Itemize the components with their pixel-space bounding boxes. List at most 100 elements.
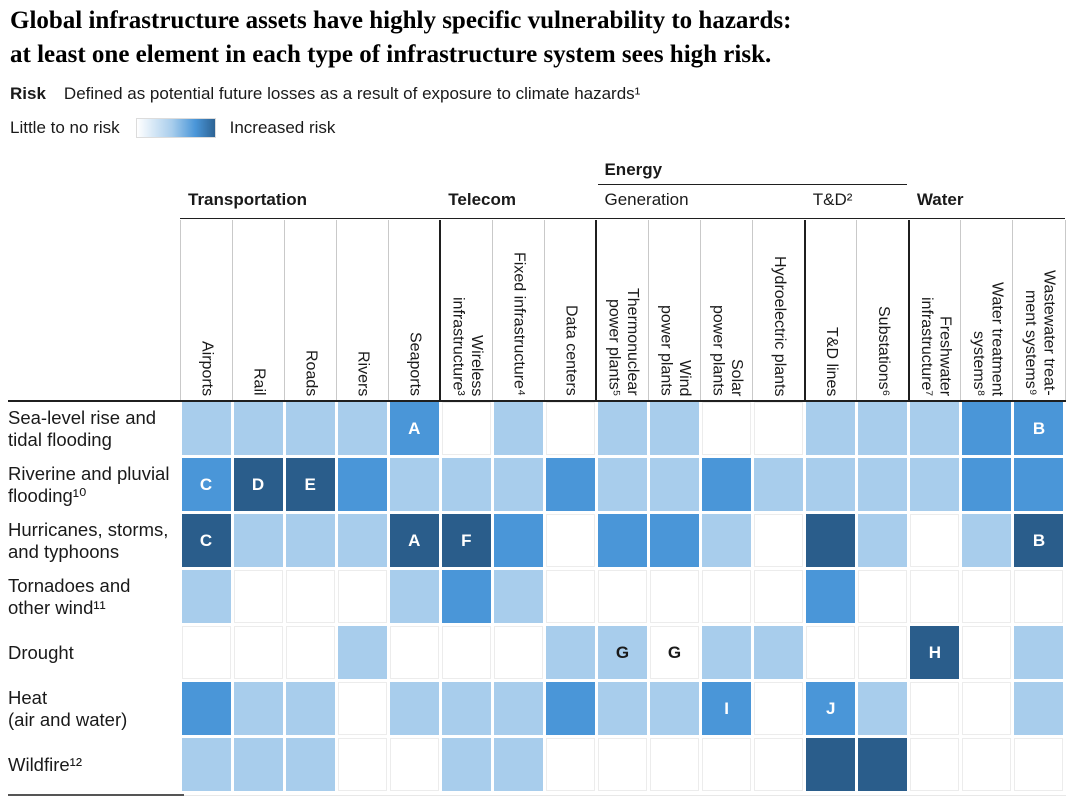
column-separator-rule [231, 220, 233, 400]
heatmap-cell [754, 402, 804, 455]
column-label-text: Airports [198, 340, 216, 396]
heatmap-cell [910, 570, 960, 623]
heatmap-cell [858, 626, 908, 679]
row-label: Sea-level rise and tidal flooding [8, 406, 157, 450]
heatmap-cell [493, 458, 543, 511]
column-separator-rule [856, 220, 858, 400]
heatmap-cell [597, 402, 647, 455]
heatmap-cell [650, 682, 700, 735]
column-label-text: Wireless infrastructure³ [449, 297, 485, 396]
risk-term: Risk [10, 84, 46, 103]
column-label: Wastewater treat- ment systems⁹ [1014, 220, 1064, 396]
column-label-text: Rivers [354, 350, 372, 396]
heatmap-cell: E [285, 458, 335, 511]
heatmap-cell [389, 682, 439, 735]
heatmap-cell [389, 458, 439, 511]
heatmap-cell [337, 626, 387, 679]
heatmap-cell [754, 458, 804, 511]
column-label: Fixed infrastructure⁴ [493, 220, 543, 396]
column-label-text: Freshwater infrastructure⁷ [917, 296, 954, 396]
heatmap-cell: A [389, 514, 439, 567]
column-group-label-water: Water [916, 190, 964, 209]
heatmap-cell [754, 626, 804, 679]
heatmap-cell [337, 682, 387, 735]
heatmap-cell [702, 402, 752, 455]
group-boundary-rule [803, 220, 806, 400]
heatmap-cell: D [233, 458, 283, 511]
heatmap-cell [754, 570, 804, 623]
column-label: Rail [233, 220, 283, 396]
column-separator-rule [700, 220, 702, 400]
heatmap-cell [493, 738, 543, 791]
heatmap-cell [702, 458, 752, 511]
heatmap-cell [545, 514, 595, 567]
heatmap-cell: A [389, 402, 439, 455]
column-label-text: Solar power plants [709, 305, 746, 396]
heatmap-cell [858, 514, 908, 567]
heatmap-cell [962, 626, 1012, 679]
heatmap-cell [389, 570, 439, 623]
heatmap-cell [858, 458, 908, 511]
column-group-label-td: T&D² [812, 190, 853, 209]
risk-definition: Risk Defined as potential future losses a… [10, 84, 640, 104]
heatmap-cell [493, 682, 543, 735]
heatmap-cell [233, 626, 283, 679]
column-label-text: Wastewater treat- ment systems⁹ [1021, 270, 1058, 396]
heatmap-cell [806, 458, 856, 511]
column-separator-rule [752, 220, 754, 400]
heatmap-cell [754, 682, 804, 735]
heatmap-cell [233, 514, 283, 567]
column-label: T&D lines [806, 220, 856, 396]
row-label: Riverine and pluvial flooding¹⁰ [8, 462, 170, 506]
heatmap-cell: C [181, 458, 231, 511]
heatmap-cell [597, 458, 647, 511]
column-group-label-generation: Generation [604, 190, 689, 209]
column-separator-rule [1064, 220, 1066, 400]
heatmap-cell [1014, 570, 1064, 623]
heatmap-cell [858, 402, 908, 455]
column-label: Thermonuclear power plants⁵ [597, 220, 647, 396]
column-separator-rule [283, 220, 285, 400]
heatmap-cell: G [597, 626, 647, 679]
column-label-text: Roads [302, 349, 320, 396]
column-label-text: Fixed infrastructure⁴ [510, 252, 528, 396]
figure-title: Global infrastructure assets have highly… [10, 7, 792, 68]
column-label-text: Data centers [562, 305, 580, 396]
heatmap-cell [233, 738, 283, 791]
heatmap-cell [181, 682, 231, 735]
heatmap-cell [181, 570, 231, 623]
heatmap-cell [806, 570, 856, 623]
heatmap-cell [806, 738, 856, 791]
grid-top-rule [8, 400, 1066, 402]
group-boundary-rule [439, 220, 442, 400]
heatmap-cell [650, 402, 700, 455]
column-label: Seaports [389, 220, 439, 396]
heatmap-cell [493, 626, 543, 679]
heatmap-cell: G [650, 626, 700, 679]
legend-max-label: Increased risk [229, 118, 336, 137]
heatmap-cell [702, 570, 752, 623]
heatmap-cell [493, 570, 543, 623]
column-label: Substations⁶ [858, 220, 908, 396]
column-separator-rule [491, 220, 493, 400]
column-label: Freshwater infrastructure⁷ [910, 220, 960, 396]
heatmap-cell [441, 682, 491, 735]
column-label-text: Substations⁶ [875, 305, 893, 396]
heatmap-cell [545, 402, 595, 455]
column-label-text: Seaports [406, 331, 424, 396]
heatmap-cell: H [910, 626, 960, 679]
heatmap-cell [285, 738, 335, 791]
heatmap-cell [545, 570, 595, 623]
row-label: Heat (air and water) [8, 686, 128, 730]
heatmap-cell [858, 682, 908, 735]
heatmap-cell [1014, 458, 1064, 511]
heatmap-cell [389, 738, 439, 791]
row-label: Tornadoes and other wind¹¹ [8, 574, 131, 618]
heatmap-cell [441, 738, 491, 791]
heatmap-cell [962, 402, 1012, 455]
heatmap-cell [910, 682, 960, 735]
column-separator-rule [543, 220, 545, 400]
heatmap-cell [181, 738, 231, 791]
group-boundary-rule [907, 220, 910, 400]
